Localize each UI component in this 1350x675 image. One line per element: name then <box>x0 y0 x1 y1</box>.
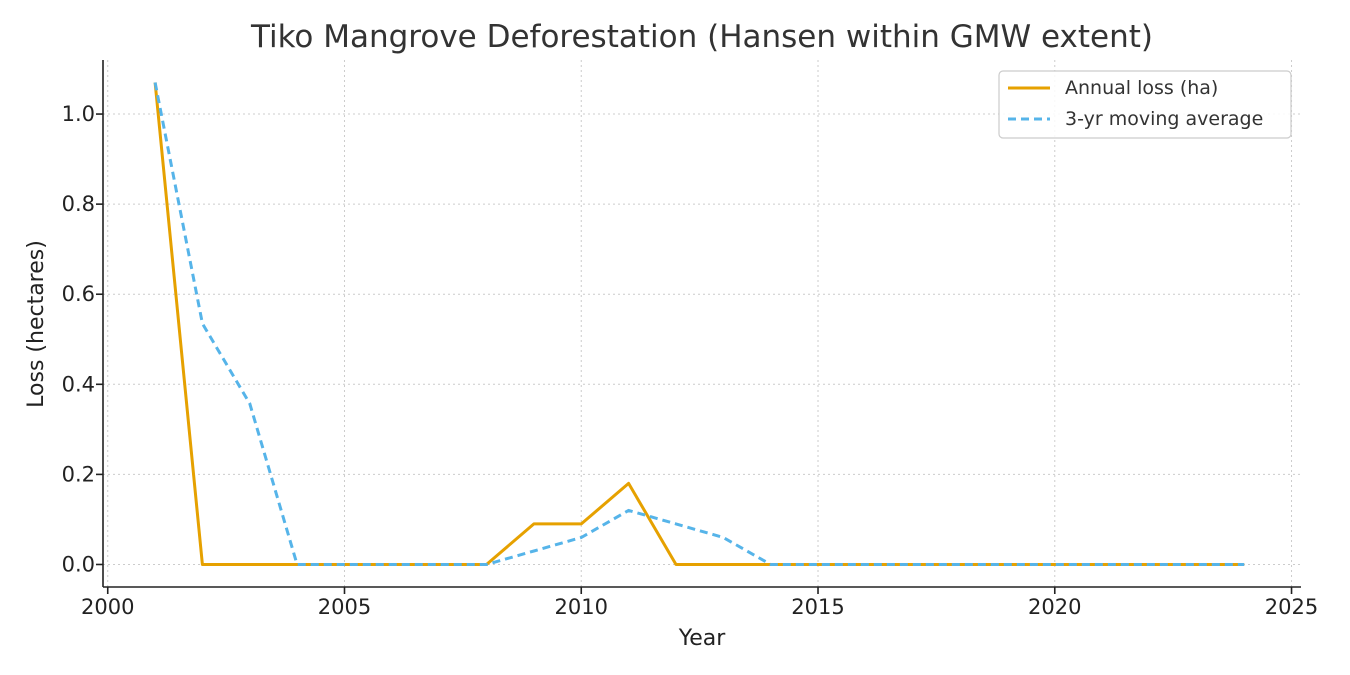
y-tick-label: 0.4 <box>62 372 95 396</box>
x-axis-label: Year <box>678 626 727 651</box>
legend-label-annual-loss: Annual loss (ha) <box>1065 77 1218 99</box>
grid <box>103 60 1301 587</box>
y-tick-label: 0.6 <box>62 282 95 306</box>
y-tick-label: 0.8 <box>62 192 95 216</box>
legend-label-moving-average: 3-yr moving average <box>1065 108 1263 130</box>
series-line-annual-loss <box>153 82 1245 566</box>
legend-frame <box>998 70 1292 139</box>
axes <box>102 60 1301 588</box>
y-axis-ticks: 0.0 0.2 0.4 0.6 0.8 1.0 <box>62 102 103 576</box>
series-line-moving-average <box>153 82 1245 566</box>
plot-area <box>153 82 1245 566</box>
x-tick-label: 2010 <box>555 595 608 619</box>
y-tick-label: 0.0 <box>62 552 95 576</box>
x-tick-label: 2025 <box>1265 595 1318 619</box>
legend: Annual loss (ha) 3-yr moving average <box>998 70 1292 139</box>
x-axis-ticks: 2000 2005 2010 2015 2020 2025 <box>81 587 1318 619</box>
y-tick-label: 0.2 <box>62 462 95 486</box>
y-tick-label: 1.0 <box>62 102 95 126</box>
x-tick-label: 2020 <box>1028 595 1081 619</box>
x-tick-label: 2015 <box>791 595 844 619</box>
x-tick-label: 2000 <box>81 595 134 619</box>
y-axis-label: Loss (hectares) <box>24 240 49 408</box>
chart-title: Tiko Mangrove Deforestation (Hansen with… <box>250 19 1153 55</box>
x-tick-label: 2005 <box>318 595 371 619</box>
